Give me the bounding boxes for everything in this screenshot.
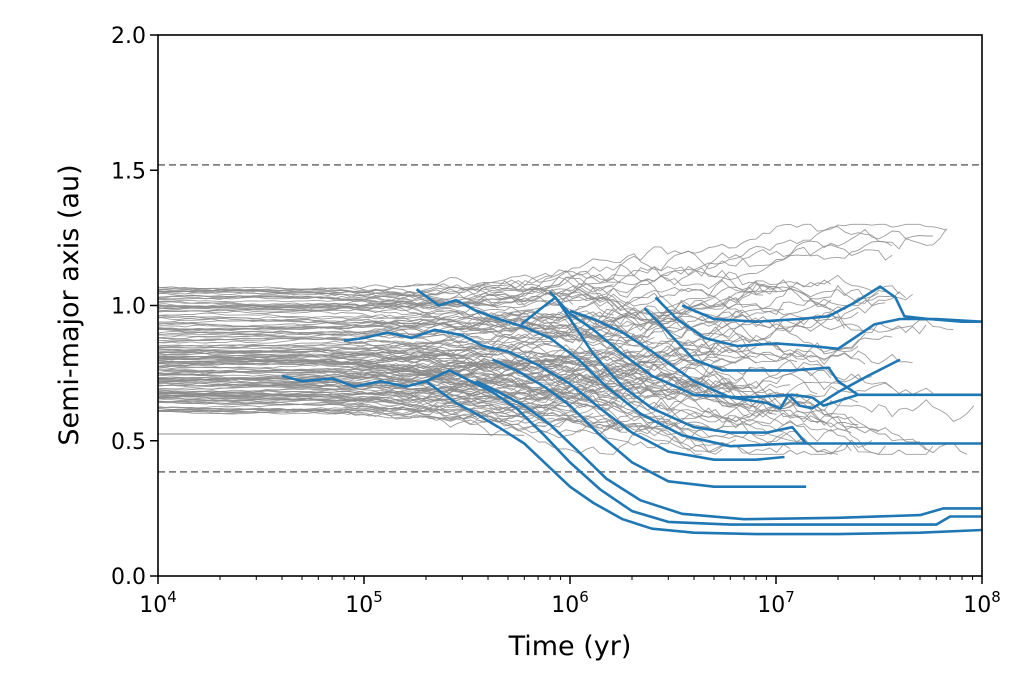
background-track [158, 361, 464, 372]
background-track [158, 373, 791, 417]
background-track [158, 273, 553, 292]
background-track [158, 308, 553, 337]
background-track [158, 433, 525, 436]
background-track [158, 326, 757, 380]
highlight-track [475, 380, 982, 521]
background-track [158, 378, 859, 428]
background-tracks-group [158, 223, 975, 455]
background-track [158, 305, 675, 345]
background-track [158, 357, 485, 373]
background-track [158, 397, 675, 423]
background-track [158, 344, 886, 455]
background-track [158, 273, 621, 296]
background-track [158, 299, 784, 329]
background-track [158, 311, 526, 326]
highlight-track [425, 369, 982, 526]
x-tick-label: 107 [757, 588, 795, 618]
background-track [158, 394, 621, 423]
y-axis: 0.0 0.5 1.0 1.5 2.0 [111, 24, 158, 590]
highlight-track [343, 328, 785, 462]
background-track [158, 276, 913, 323]
highlight-track [681, 285, 982, 324]
background-track [158, 283, 927, 347]
highlight-track [520, 296, 808, 445]
background-track [158, 346, 655, 385]
background-track [158, 401, 594, 427]
background-track [158, 334, 526, 350]
y-tick-label: 0.5 [111, 430, 146, 455]
background-track [158, 387, 723, 455]
y-axis-label: Semi-major axis (au) [54, 164, 85, 445]
background-track [158, 228, 933, 296]
background-track [158, 300, 444, 314]
background-track [158, 307, 682, 349]
background-track [158, 223, 947, 314]
y-tick-label: 1.5 [111, 159, 146, 184]
x-tick-label: 105 [345, 588, 383, 618]
x-axis-label: Time (yr) [508, 631, 632, 662]
background-track [158, 274, 900, 315]
background-track [158, 384, 873, 453]
highlight-track [643, 307, 859, 396]
background-track [158, 393, 560, 420]
highlight-track [569, 309, 901, 410]
background-track [158, 350, 975, 422]
background-track [158, 372, 614, 394]
background-track [158, 244, 893, 301]
background-track [158, 374, 927, 451]
background-track [158, 372, 852, 455]
background-track [158, 303, 859, 367]
background-track [158, 358, 736, 390]
background-track [158, 311, 859, 350]
background-track [158, 349, 607, 369]
highlight-track [281, 374, 982, 536]
highlight-tracks-group [281, 285, 982, 536]
background-track [158, 321, 655, 347]
background-track [158, 372, 526, 390]
x-tick-label: 106 [551, 588, 589, 618]
x-tick-label: 104 [139, 588, 177, 618]
background-track [158, 228, 947, 306]
y-tick-label: 0.0 [111, 565, 146, 590]
y-tick-label: 1.0 [111, 295, 146, 320]
background-track [158, 407, 546, 420]
background-track [158, 288, 485, 300]
background-track [158, 375, 934, 455]
background-track [158, 386, 553, 406]
x-tick-label: 108 [963, 588, 1001, 618]
background-track [158, 349, 437, 356]
reference-lines-group [158, 163, 982, 473]
highlight-track [654, 296, 982, 351]
background-track [158, 332, 866, 366]
highlight-track [415, 288, 982, 448]
y-tick-label: 2.0 [111, 24, 146, 49]
highlight-track [491, 358, 807, 489]
background-track [158, 407, 750, 430]
x-axis: 104 105 106 107 108 [139, 576, 1001, 618]
background-track [158, 408, 879, 439]
